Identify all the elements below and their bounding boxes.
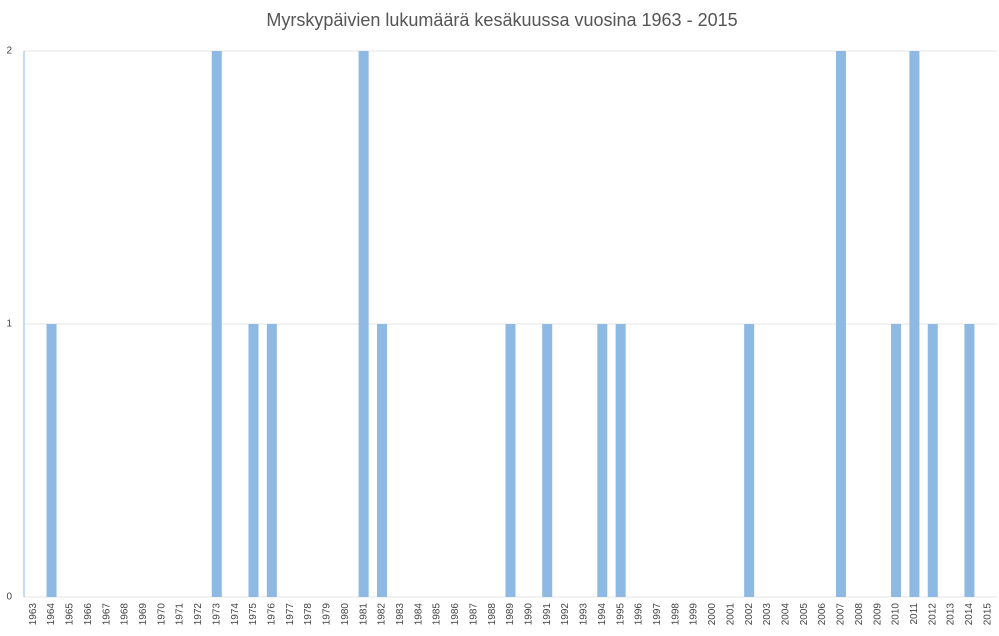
x-tick-label: 1978 <box>303 603 314 626</box>
bar <box>891 324 902 597</box>
x-tick-label: 1992 <box>560 603 571 626</box>
x-tick-label: 2005 <box>799 603 810 626</box>
x-tick-label: 2006 <box>817 603 828 626</box>
x-tick-label: 2012 <box>927 603 938 626</box>
x-tick-label: 2010 <box>891 603 902 626</box>
x-tick-label: 2003 <box>762 603 773 626</box>
x-tick-label: 1989 <box>505 603 516 626</box>
x-tick-label: 2015 <box>982 603 993 626</box>
bar <box>835 51 846 597</box>
x-tick-label: 2013 <box>946 603 957 626</box>
bar <box>909 51 920 597</box>
x-tick-label: 1976 <box>266 603 277 626</box>
bar <box>211 51 222 597</box>
x-tick-label: 1968 <box>120 603 131 626</box>
bar <box>505 324 516 597</box>
x-tick-label: 1981 <box>358 603 369 626</box>
bar <box>927 324 938 597</box>
x-tick-label: 1974 <box>230 603 241 626</box>
x-tick-label: 1988 <box>487 603 498 626</box>
x-tick-label: 1977 <box>285 603 296 626</box>
x-tick-label: 1970 <box>156 603 167 626</box>
x-tick-label: 1983 <box>395 603 406 626</box>
x-tick-label: 1986 <box>450 603 461 626</box>
y-tick-label: 1 <box>6 319 12 330</box>
x-tick-label: 1966 <box>83 603 94 626</box>
x-tick-label: 1965 <box>65 603 76 626</box>
x-tick-label: 1971 <box>175 603 186 626</box>
x-tick-label: 1979 <box>322 603 333 626</box>
x-tick-label: 2008 <box>854 603 865 626</box>
x-tick-label: 1972 <box>193 603 204 626</box>
x-tick-label: 1980 <box>340 603 351 626</box>
bar <box>542 324 553 597</box>
bar <box>376 324 387 597</box>
x-tick-label: 1973 <box>211 603 222 626</box>
x-tick-label: 1990 <box>523 603 534 626</box>
chart-title: Myrskypäivien lukumäärä kesäkuussa vuosi… <box>266 10 737 30</box>
x-tick-label: 1964 <box>46 603 57 626</box>
x-tick-label: 1994 <box>597 603 608 626</box>
x-tick-label: 1997 <box>652 603 663 626</box>
bar <box>615 324 626 597</box>
bar <box>46 324 57 597</box>
x-tick-label: 1996 <box>634 603 645 626</box>
x-tick-label: 1991 <box>542 603 553 626</box>
bar <box>266 324 277 597</box>
x-tick-label: 1969 <box>138 603 149 626</box>
bar <box>964 324 975 597</box>
x-tick-label: 2000 <box>707 603 718 626</box>
x-tick-label: 2009 <box>872 603 883 626</box>
x-tick-label: 1963 <box>28 603 39 626</box>
bar <box>248 324 259 597</box>
x-tick-label: 1998 <box>670 603 681 626</box>
bar <box>597 324 608 597</box>
x-tick-label: 1984 <box>413 603 424 626</box>
bar <box>358 51 369 597</box>
x-tick-label: 2011 <box>909 603 920 625</box>
y-tick-label: 2 <box>6 46 12 57</box>
x-tick-label: 1993 <box>579 603 590 626</box>
y-tick-label: 0 <box>6 592 12 603</box>
x-tick-label: 1995 <box>615 603 626 626</box>
x-tick-label: 1975 <box>248 603 259 626</box>
x-tick-label: 2002 <box>744 603 755 626</box>
x-tick-label: 2007 <box>836 603 847 626</box>
x-tick-label: 2001 <box>725 603 736 626</box>
x-tick-label: 2014 <box>964 603 975 626</box>
x-tick-label: 2004 <box>781 603 792 626</box>
x-tick-label: 1987 <box>468 603 479 626</box>
x-tick-label: 1967 <box>101 603 112 626</box>
x-tick-label: 1985 <box>432 603 443 626</box>
bar <box>744 324 755 597</box>
x-tick-label: 1982 <box>377 603 388 626</box>
x-tick-label: 1999 <box>689 603 700 626</box>
